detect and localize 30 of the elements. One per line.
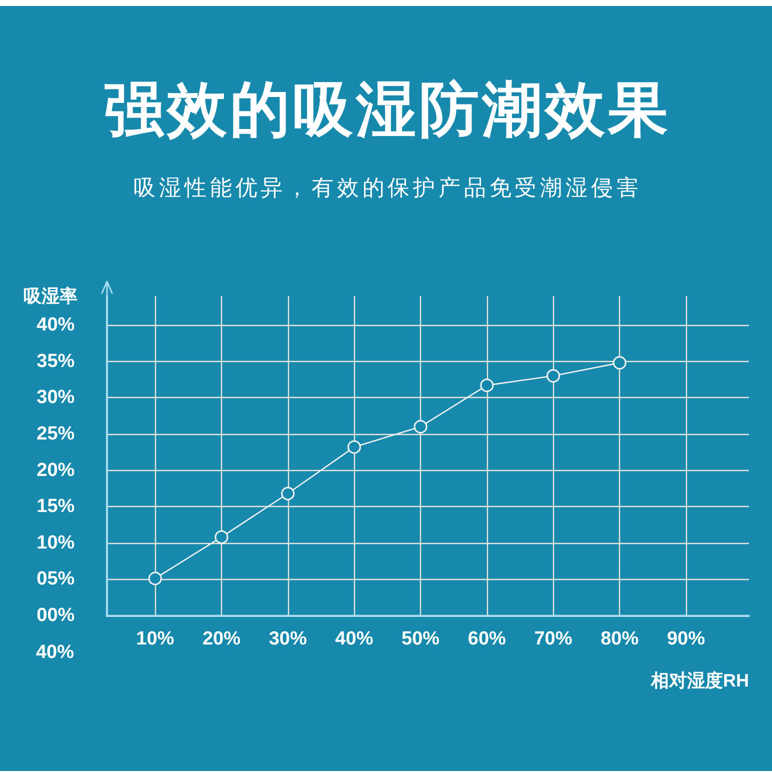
point [480,378,494,392]
x-tick-label: 60% [468,628,506,650]
x-tick-label: 10% [136,628,174,650]
y-tick-label: 00% [36,605,75,626]
x-tick-label: 80% [600,628,639,650]
point [414,420,428,434]
point [281,486,295,500]
x-tick-label: 70% [534,628,572,650]
y-tick-label: 20% [36,460,75,481]
y-tick-label: 35% [36,350,75,372]
point [546,369,560,383]
point [347,440,361,454]
x-tick-label: 90% [666,628,706,650]
x-tick-label: 50% [402,628,440,650]
chart-title: 强效的吸湿防潮效果 [103,76,672,143]
y-tick-label: 15% [36,496,75,518]
y-tick-label: 05% [36,568,75,590]
x-axis-title: 相对湿度RH [650,670,749,690]
y-tick-label: 40% [36,314,75,336]
chart-subtitle: 吸湿性能优异，有效的保护产品免受潮湿侵害 [132,174,643,202]
y-tick-label: 10% [36,532,75,554]
x-tick-label: 20% [202,628,241,650]
x-tick-label: 40% [335,628,374,650]
y-tick-label: 25% [36,423,75,444]
point [214,530,228,544]
point [612,356,626,370]
x-tick-label: 30% [268,628,307,650]
y-tick-label: 30% [36,387,75,408]
y-axis-title: 吸湿率 [24,286,78,306]
point [148,572,162,586]
